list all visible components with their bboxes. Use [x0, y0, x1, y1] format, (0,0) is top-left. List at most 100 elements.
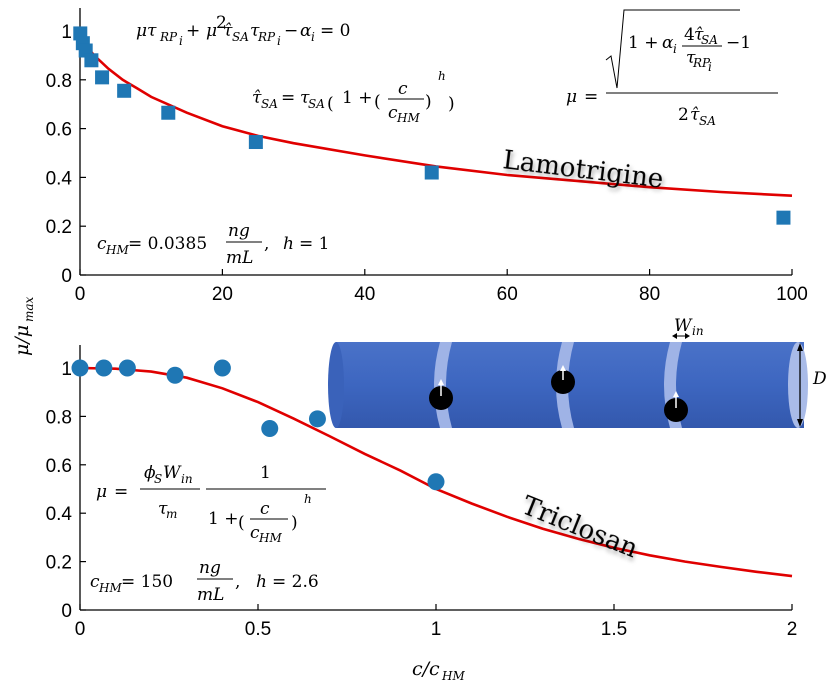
svg-text:SA: SA: [232, 30, 249, 44]
svg-text:h: h: [438, 69, 446, 83]
top-data-point: [84, 53, 99, 68]
svg-text:): ): [448, 94, 455, 114]
svg-text:max: max: [22, 296, 36, 322]
svg-text:i: i: [277, 34, 281, 48]
bottom-data-point: [427, 473, 445, 491]
svg-text:): ): [291, 513, 298, 533]
top-data-point: [117, 83, 132, 98]
bottom-xtick-label: 2: [787, 619, 798, 640]
bottom-ytick-label: 1: [61, 359, 72, 380]
top-xtick-label: 100: [776, 284, 808, 305]
bacterium-2: [551, 370, 575, 394]
svg-text:1 +: 1 +: [628, 33, 658, 53]
top-equation-1: μτ RP i + μ 2 τ̂ SA τ RP i − α i = 0: [136, 13, 350, 48]
svg-text:c/c: c/c: [412, 658, 440, 680]
svg-text:+: +: [186, 21, 200, 41]
svg-text:τ̂: τ̂: [252, 88, 262, 108]
cylinder-end-right: [788, 342, 808, 428]
svg-text:RP: RP: [692, 56, 711, 70]
svg-text:h: h: [304, 492, 312, 506]
bottom-data-point: [308, 410, 326, 428]
svg-text:2: 2: [216, 13, 227, 33]
top-params: c HM = 0.0385 ng mL , h = 1: [97, 221, 329, 268]
svg-text:c: c: [388, 103, 398, 123]
svg-text:α: α: [662, 33, 674, 53]
svg-text:c: c: [90, 572, 100, 592]
svg-text:HM: HM: [258, 531, 282, 545]
svg-text:τ: τ: [250, 21, 260, 41]
svg-text:=: =: [281, 88, 295, 108]
svg-text:h: h: [256, 572, 267, 592]
bottom-xtick-label: 0.5: [245, 619, 271, 640]
svg-text:SA: SA: [699, 114, 716, 128]
svg-text:τ: τ: [300, 88, 310, 108]
top-equation-2: τ̂ SA = τ SA ( 1 + ( c c HM ) h ): [252, 69, 455, 125]
top-xtick-label: 0: [75, 284, 86, 305]
top-data-point: [161, 105, 176, 120]
top-data-point: [95, 70, 110, 85]
svg-text:c: c: [260, 499, 270, 519]
bottom-data-point: [71, 359, 89, 377]
bottom-params: c HM = 150 ng mL , h = 2.6: [90, 558, 319, 605]
svg-text:SA: SA: [701, 33, 718, 47]
svg-text:RP: RP: [159, 30, 178, 44]
svg-text:h: h: [283, 234, 294, 254]
svg-text:mL: mL: [226, 248, 253, 268]
bottom-data-point: [118, 359, 136, 377]
svg-text:= 2.6: = 2.6: [272, 572, 319, 592]
x-axis-label: c/c HM: [412, 658, 465, 683]
svg-text:1 +: 1 +: [342, 88, 372, 108]
svg-text:): ): [425, 92, 432, 112]
top-data-point: [248, 135, 263, 150]
svg-text:i: i: [311, 30, 315, 44]
svg-text:m: m: [166, 507, 177, 521]
svg-text:HM: HM: [105, 243, 129, 257]
svg-text:in: in: [692, 324, 704, 338]
svg-text:HM: HM: [441, 669, 465, 683]
cylinder-end-left: [328, 342, 344, 428]
bottom-data-point: [166, 366, 184, 384]
bottom-xtick-label: 1.5: [601, 619, 627, 640]
svg-text:1: 1: [260, 463, 271, 483]
top-xtick-label: 40: [354, 284, 375, 305]
svg-text:=: =: [114, 482, 128, 502]
filament-schematic: D W in: [328, 316, 827, 428]
svg-text:SA: SA: [308, 97, 325, 111]
bottom-panel: 0 0.2 0.4 0.6 0.8 1 0 0.5 1 1.5 2: [46, 316, 827, 640]
svg-text:(: (: [327, 94, 334, 114]
svg-text:(: (: [374, 92, 381, 112]
svg-text:μτ: μτ: [136, 21, 157, 41]
svg-text:in: in: [181, 472, 193, 486]
svg-text:i: i: [708, 60, 712, 74]
svg-text:μ: μ: [566, 87, 577, 107]
bottom-xtick-label: 1: [431, 619, 442, 640]
top-compound-label: Lamotrigine: [501, 145, 665, 194]
svg-text:μ/μ: μ/μ: [11, 325, 33, 356]
width-label: W: [674, 316, 693, 336]
svg-text:HM: HM: [98, 581, 122, 595]
svg-text:=: =: [584, 87, 598, 107]
svg-text:,: ,: [235, 572, 240, 592]
bacterium-1: [429, 386, 453, 410]
y-axis-label: μ/μ max: [11, 296, 36, 356]
svg-text:−1: −1: [726, 33, 751, 53]
svg-text:c: c: [250, 523, 260, 543]
svg-text:τ: τ: [686, 48, 696, 68]
svg-text:τ̂: τ̂: [694, 25, 704, 45]
top-xtick-label: 80: [639, 284, 660, 305]
svg-text:4: 4: [684, 25, 695, 45]
svg-text:HM: HM: [396, 111, 420, 125]
top-data-point: [776, 210, 791, 225]
svg-text:W: W: [163, 463, 182, 483]
svg-text:c: c: [97, 234, 107, 254]
svg-text:−: −: [284, 21, 298, 41]
bottom-ytick-label: 0: [61, 601, 72, 622]
top-ytick-label: 1: [61, 22, 72, 43]
top-fit-curve: [78, 30, 793, 197]
svg-text:τ̂: τ̂: [223, 21, 233, 41]
svg-text:i: i: [673, 42, 677, 56]
svg-text:c: c: [398, 79, 408, 99]
svg-text:= 0.0385: = 0.0385: [128, 234, 207, 254]
svg-text:i: i: [179, 34, 183, 48]
